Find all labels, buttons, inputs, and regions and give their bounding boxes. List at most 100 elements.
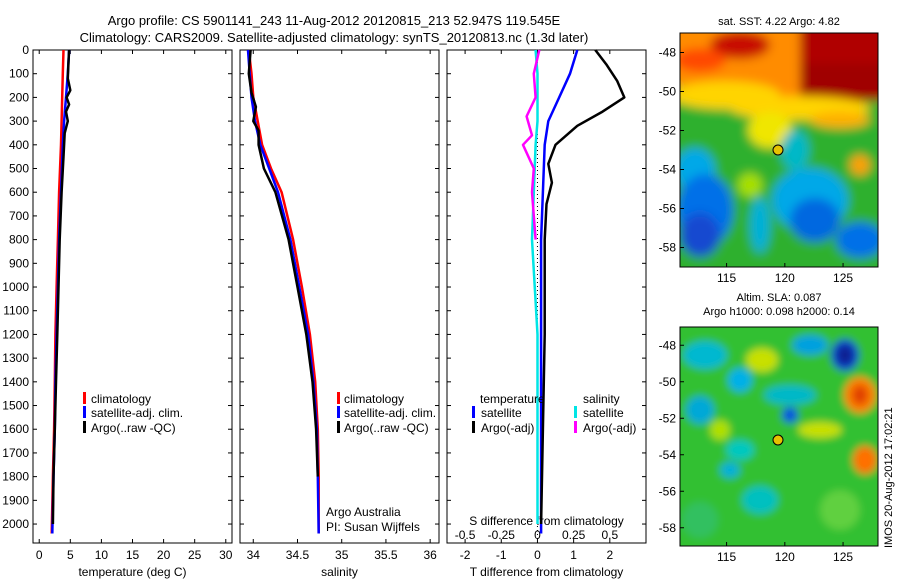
depth-tick-label: 100 [9, 67, 29, 81]
depth-tick-label: 1700 [2, 446, 29, 460]
secondary-xlabel: S difference from climatology [469, 514, 624, 528]
difference-xtick-label: 2 [606, 548, 613, 562]
series-line-salinity-satellite [530, 49, 539, 524]
map-ytick-label: -50 [659, 375, 677, 389]
salinity-panel: 34 34.5 35 35.5 36 salinity [239, 49, 440, 579]
temperature-xtick-label: 25 [188, 548, 202, 562]
depth-tick-label: 200 [9, 90, 29, 104]
map-ytick-label: -52 [659, 124, 677, 138]
difference-xtick-label: 1 [570, 548, 577, 562]
secondary-xtick-label: 0.25 [562, 528, 586, 542]
series-line-temperature-satellite [539, 49, 579, 534]
legend-swatch-climatology [337, 392, 340, 404]
map-ytick-label: -50 [659, 85, 677, 99]
legend-swatch-sal-argo [574, 421, 577, 433]
depth-tick-label: 500 [9, 162, 29, 176]
depth-tick-label: 1200 [2, 327, 29, 341]
legend-label-sal-argo: Argo(-adj) [583, 421, 636, 435]
legend-label-satellite: satellite-adj. clim. [344, 406, 436, 420]
temperature-xtick-label: 15 [126, 548, 140, 562]
legend-label-argo: Argo(..raw -QC) [344, 421, 429, 435]
legend-swatch-satellite [83, 406, 86, 418]
secondary-xtick-label: 0 [534, 528, 541, 542]
temperature-xtick-label: 10 [95, 548, 109, 562]
salinity-legend: climatology satellite-adj. clim. Argo(..… [337, 392, 436, 435]
depth-tick-label: 400 [9, 138, 29, 152]
series-line-temperature-argo-adj- [539, 49, 626, 525]
depth-tick-label: 1800 [2, 470, 29, 484]
title-line2: Climatology: CARS2009. Satellite-adjuste… [80, 30, 589, 45]
legend-swatch-temp-satellite [472, 406, 475, 418]
legend-swatch-temp-argo [472, 421, 475, 433]
sla-map-axes: 115 120 125 -48 -50 -52 -54 -56 -58 [659, 338, 854, 564]
depth-tick-label: 1300 [2, 351, 29, 365]
difference-xtick-label: -1 [496, 548, 507, 562]
difference-xlabel: T difference from climatology [470, 565, 624, 579]
difference-panel: -2 -1 0 1 2 T difference from climatology S di… [446, 49, 647, 579]
depth-tick-label: 600 [9, 185, 29, 199]
depth-tick-label: 0 [22, 43, 29, 57]
sst-map: sat. SST: 4.22 Argo: 4.82 [659, 16, 879, 286]
difference-xtick-label: 0 [534, 548, 541, 562]
map-xtick-label: 115 [717, 271, 736, 285]
temperature-xtick-label: 5 [67, 548, 74, 562]
depth-tick-label: 1000 [2, 280, 29, 294]
credit-line1: Argo Australia [326, 505, 401, 519]
sst-map-axes: 115 120 125 -48 -50 -52 -54 -56 -58 [659, 46, 854, 286]
map-ytick-label: -56 [659, 484, 677, 498]
depth-tick-label: 900 [9, 256, 29, 270]
map-ytick-label: -48 [659, 46, 677, 60]
secondary-xtick-label: -0.25 [488, 528, 516, 542]
sla-argo-marker [772, 434, 784, 446]
temperature-xtick-label: 30 [219, 548, 233, 562]
salinity-axes-frame [239, 49, 440, 544]
salinity-xtick-label: 35.5 [374, 548, 398, 562]
depth-tick-label: 1500 [2, 399, 29, 413]
secondary-xtick-label: 0.5 [601, 528, 618, 542]
difference-legend: temperature salinity satellite Argo(-adj… [472, 392, 636, 435]
legend-swatch-argo [337, 421, 340, 433]
salinity-xtick-label: 34 [247, 548, 261, 562]
map-xtick-label: 125 [833, 550, 853, 564]
map-xtick-label: 120 [775, 271, 795, 285]
legend-swatch-sal-satellite [574, 406, 577, 418]
depth-tick-label: 1600 [2, 422, 29, 436]
map-xtick-label: 120 [775, 550, 795, 564]
difference-xtick-label: -2 [460, 548, 471, 562]
salinity-xlabel: salinity [321, 565, 358, 579]
temperature-xtick-label: 0 [36, 548, 43, 562]
map-xtick-label: 125 [833, 271, 853, 285]
map-ytick-label: -58 [659, 521, 677, 535]
legend-swatch-argo [83, 421, 86, 433]
temperature-xtick-label: 20 [157, 548, 171, 562]
legend-label-argo: Argo(..raw -QC) [91, 421, 176, 435]
legend-swatch-climatology [83, 392, 86, 404]
series-line-argo-raw-qc- [247, 49, 320, 477]
map-ytick-label: -54 [659, 163, 677, 177]
series-line-climatology [247, 49, 320, 534]
map-ytick-label: -48 [659, 338, 677, 352]
legend-swatch-satellite [337, 406, 340, 418]
sla-map-frame [679, 326, 879, 547]
salinity-xtick-label: 36 [423, 548, 437, 562]
depth-tick-label: 300 [9, 114, 29, 128]
difference-axes-frame [446, 49, 647, 544]
title-line1: Argo profile: CS 5901141_243 11-Aug-2012… [108, 13, 561, 28]
salinity-xtick-label: 34.5 [286, 548, 310, 562]
depth-tick-label: 2000 [2, 517, 29, 531]
sst-map-frame [679, 32, 879, 268]
depth-tick-label: 1400 [2, 375, 29, 389]
timestamp: IMOS 20-Aug-2012 17:02:21 [883, 407, 895, 548]
credit-line2: PI: Susan Wijffels [326, 520, 420, 534]
depth-tick-label: 1900 [2, 493, 29, 507]
legend-label-temp-satellite: satellite [481, 406, 522, 420]
series-line-argo-raw-qc- [51, 49, 72, 525]
sla-map: Altim. SLA: 0.087 Argo h1000: 0.098 h200… [659, 292, 879, 564]
map-ytick-label: -56 [659, 202, 677, 216]
sla-map-title-line2: Argo h1000: 0.098 h2000: 0.14 [703, 306, 855, 318]
series-line-salinity-argo-adj- [521, 49, 541, 240]
legend-label-climatology: climatology [91, 392, 151, 406]
legend-label-satellite: satellite-adj. clim. [91, 406, 183, 420]
map-ytick-label: -54 [659, 448, 677, 462]
